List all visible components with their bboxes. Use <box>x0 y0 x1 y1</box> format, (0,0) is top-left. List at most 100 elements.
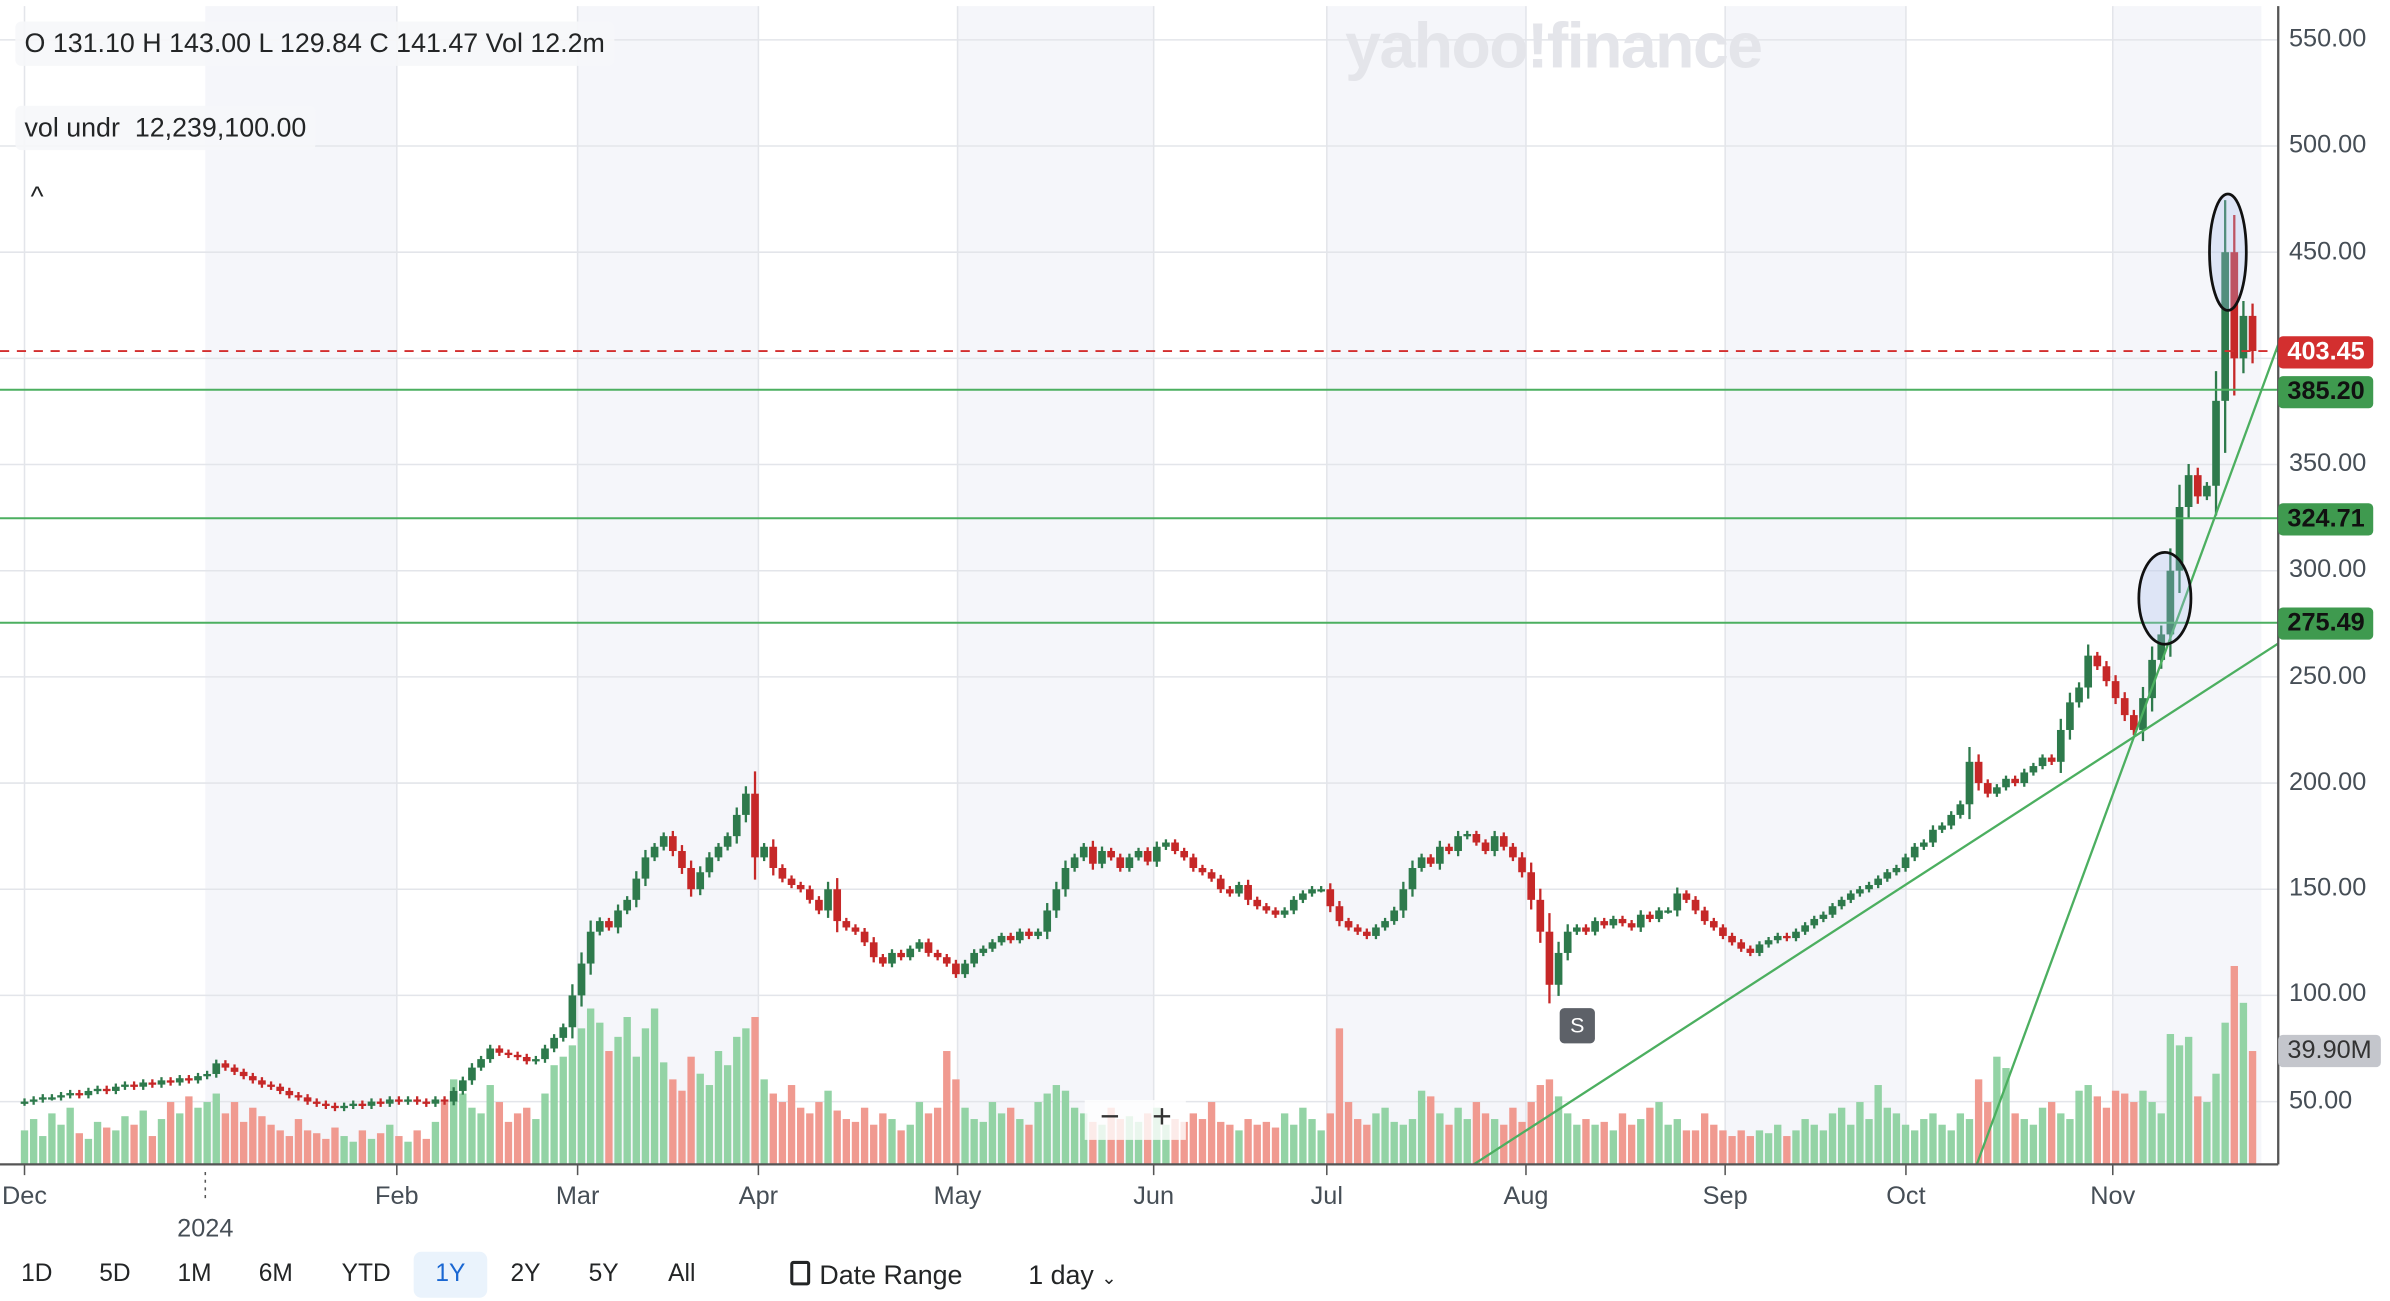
range-1d[interactable]: 1D <box>21 1260 53 1287</box>
zoom-in-button[interactable]: + <box>1152 1096 1172 1136</box>
candle-body <box>2020 772 2029 784</box>
volume-bar <box>1929 1113 1937 1165</box>
candle-body <box>1052 889 1061 911</box>
volume-bar <box>1691 1130 1700 1165</box>
zoom-controls: − + <box>1084 1096 1186 1140</box>
volume-bar <box>1271 1127 1280 1165</box>
candle-body <box>2066 702 2074 730</box>
volume-bar <box>2029 1124 2038 1165</box>
candle-body <box>48 1097 56 1100</box>
month-shade <box>205 6 397 1165</box>
candle-body <box>1308 889 1316 894</box>
volume-bar <box>395 1136 403 1165</box>
collapse-chevron-icon[interactable]: ^ <box>30 180 44 212</box>
hline-tag[interactable]: 324.71 <box>2278 503 2374 536</box>
candle-body <box>312 1101 321 1104</box>
candle-body <box>1116 857 1125 868</box>
volume-bar <box>1098 1124 1106 1165</box>
candle-body <box>57 1095 65 1098</box>
volume-bar <box>2239 1002 2248 1165</box>
range-2y[interactable]: 2Y <box>510 1260 541 1287</box>
candle-body <box>404 1099 412 1102</box>
candle-body <box>1929 829 1937 843</box>
candle-body <box>1262 906 1271 911</box>
candle-body <box>1235 884 1243 894</box>
volume-bar <box>258 1116 266 1165</box>
volume-bar <box>660 1062 668 1165</box>
candle-body <box>2175 507 2184 571</box>
volume-tag: 39.90M <box>2278 1034 2381 1068</box>
volume-bar <box>1901 1124 1910 1165</box>
y-tick: 200.00 <box>2288 768 2367 796</box>
volume-bar <box>2157 1113 2165 1165</box>
y-tick: 500.00 <box>2288 130 2367 159</box>
candle-body <box>1700 910 1709 922</box>
candle-body <box>650 846 659 858</box>
candle-body <box>1828 906 1837 915</box>
volume-bar <box>778 1102 787 1165</box>
candle-body <box>376 1101 385 1104</box>
range-1m[interactable]: 1M <box>177 1260 212 1287</box>
interval-select[interactable]: 1 day ⌄ <box>1016 1252 1129 1298</box>
volume-bar <box>386 1124 394 1165</box>
range-5d[interactable]: 5D <box>99 1260 131 1287</box>
date-range-button[interactable]: Date Range <box>778 1252 975 1298</box>
trendline <box>1473 642 2279 1166</box>
volume-bar <box>1847 1124 1855 1165</box>
volume-bar <box>1217 1121 1225 1165</box>
volume-bar <box>988 1102 997 1165</box>
candle-body <box>586 931 595 964</box>
range-5y[interactable]: 5Y <box>588 1260 619 1287</box>
range-6m[interactable]: 6M <box>258 1260 293 1287</box>
volume-bar <box>2002 1068 2010 1165</box>
candle-body <box>1709 921 1718 928</box>
volume-bar <box>1710 1124 1718 1165</box>
volume-bar <box>541 1093 549 1165</box>
indicator-value: 12,239,100.00 <box>134 111 307 143</box>
last-price-tag: 403.45 <box>2278 336 2374 369</box>
candle-body <box>1289 899 1298 911</box>
range-ytd[interactable]: YTD <box>341 1260 391 1287</box>
zoom-out-button[interactable]: − <box>1100 1096 1120 1136</box>
candle-body <box>2056 729 2065 762</box>
candle-body <box>2093 655 2102 667</box>
volume-bar <box>943 1051 951 1165</box>
candle-body <box>1965 761 1974 805</box>
x-tick: Oct <box>1886 1182 1926 1211</box>
volume-bar <box>422 1138 430 1165</box>
x-tick: May <box>933 1182 982 1211</box>
candle-body <box>75 1093 84 1096</box>
hline-tag[interactable]: 385.20 <box>2278 376 2374 409</box>
hline-tag[interactable]: 275.49 <box>2278 607 2374 640</box>
interval-label: 1 day <box>1028 1259 1094 1291</box>
volume-bar <box>2130 1102 2138 1165</box>
volume-bar <box>824 1090 832 1165</box>
candle-body <box>842 921 851 928</box>
candle-body <box>1518 857 1526 873</box>
candle-body <box>1134 851 1143 858</box>
candle-body <box>1865 884 1873 890</box>
volume-bar <box>1408 1119 1417 1165</box>
volume-bar <box>1600 1121 1608 1165</box>
volume-bar <box>322 1138 330 1165</box>
volume-bar <box>413 1130 421 1165</box>
volume-bar <box>961 1107 969 1165</box>
candle-body <box>577 963 586 996</box>
candle-body <box>1901 857 1910 868</box>
volume-bar <box>2011 1113 2019 1165</box>
volume-bar <box>1810 1124 1818 1165</box>
candle-body <box>1089 846 1097 864</box>
range-all[interactable]: All <box>668 1260 696 1287</box>
candle-body <box>751 793 759 858</box>
volume-bar <box>1427 1096 1435 1165</box>
candle-body <box>395 1099 403 1102</box>
volume-bar <box>1481 1113 1490 1165</box>
volume-bar <box>1189 1113 1197 1165</box>
split-event-marker[interactable]: S <box>1559 1008 1595 1044</box>
volume-bar <box>221 1113 230 1165</box>
range-1y[interactable]: 1Y <box>413 1251 488 1298</box>
candle-body <box>942 957 951 964</box>
date-range-label: Date Range <box>819 1259 963 1291</box>
